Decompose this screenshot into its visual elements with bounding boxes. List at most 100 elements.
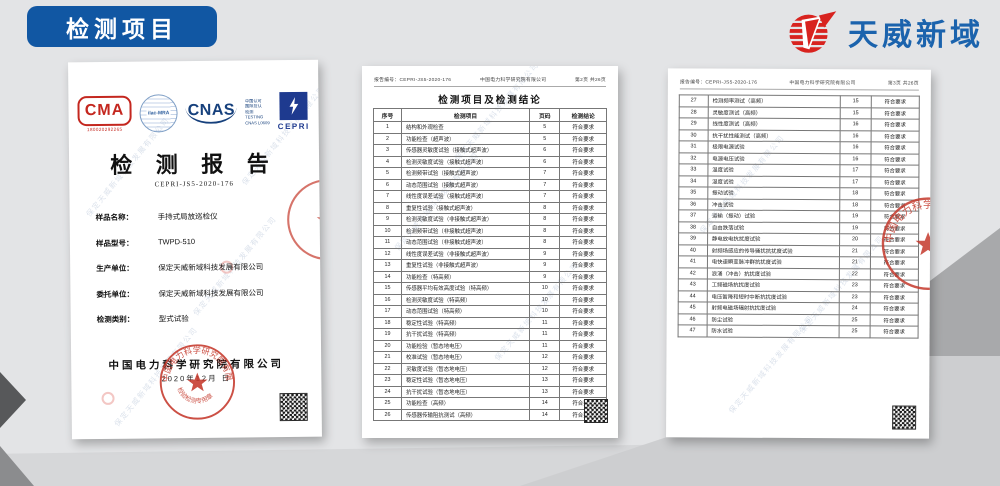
cell-page: 23: [839, 291, 871, 303]
cell-conclusion: 符合要求: [870, 164, 919, 177]
cell-index: 14: [373, 270, 402, 283]
cell-conclusion: 符合要求: [871, 141, 920, 154]
cell-index: 9: [373, 213, 402, 226]
cell-conclusion: 符合要求: [870, 153, 920, 166]
cell-index: 8: [373, 201, 402, 214]
cell-page: 5: [529, 121, 561, 134]
field-value: 手持式局放巡检仪: [157, 211, 218, 222]
cell-conclusion: 符合要求: [870, 314, 919, 327]
cell-conclusion: 符合要求: [559, 155, 607, 168]
cell-page: 16: [839, 153, 872, 165]
cell-page: 11: [529, 339, 561, 352]
cell-item: 振动试验: [707, 187, 840, 200]
table-row: 13 重复性试验（非接触式超声波） 9 符合要求: [373, 259, 607, 272]
col-item: 检测项目: [400, 108, 531, 122]
cell-page: 9: [529, 270, 561, 283]
table-row: 12 线性度误差试验（非接触式超声波） 9 符合要求: [373, 247, 607, 260]
cell-page: 19: [839, 222, 871, 234]
cell-page: 10: [529, 305, 561, 318]
cell-index: 27: [679, 94, 709, 107]
cell-index: 4: [373, 155, 402, 168]
cell-item: 传感器平均有效高度试验（特高频）: [400, 282, 531, 295]
cell-page: 7: [529, 190, 561, 203]
cell-item: 电压暂降和短时中断抗扰度试验: [707, 290, 840, 303]
cell-index: 25: [373, 397, 402, 410]
edge-seal-stamp: [287, 179, 322, 261]
cell-index: 24: [373, 385, 402, 398]
table-row: 23 稳定性试验（暂态地电压） 13 符合要求: [373, 374, 607, 387]
cell-page: 22: [839, 268, 871, 280]
qr-code: [584, 399, 608, 423]
cell-index: 45: [678, 301, 708, 314]
cnas-logo: CNAS: [185, 101, 238, 124]
cell-item: 结构和外观检查: [400, 121, 531, 134]
table-row: 11 动态范围试验（非接触式超声波） 8 符合要求: [373, 236, 607, 249]
cell-conclusion: 符合要求: [870, 291, 919, 304]
cell-page: 7: [529, 167, 561, 180]
report-title: 检 测 报 告: [110, 151, 278, 178]
table-row: 15 传感器平均有效高度试验（特高频） 10 符合要求: [373, 282, 607, 295]
field-row: 生产单位： 保定天威新域科技发展有限公司: [96, 261, 306, 274]
cell-page: 16: [839, 118, 872, 131]
cell-page: 7: [529, 178, 561, 191]
cell-page: 8: [529, 224, 561, 237]
table-row: 21 校准试验（暂态地电压） 12 符合要求: [373, 351, 607, 364]
cell-index: 16: [373, 293, 402, 306]
table-row: 10 检测频带试验（非接触式超声波） 8 符合要求: [373, 224, 607, 237]
cell-item: 自由跌落试验: [707, 221, 840, 234]
cell-item: 稳定性试验（特高频）: [400, 316, 531, 329]
header-page-no: 第3页 共26页: [887, 81, 919, 87]
cell-conclusion: 符合要求: [559, 270, 607, 283]
cma-number: 180020292265: [86, 126, 123, 132]
cell-conclusion: 符合要求: [559, 144, 607, 157]
cell-conclusion: 符合要求: [559, 282, 607, 295]
field-value: 型式试验: [158, 314, 189, 324]
table-row: 9 检测灵敏度试验（非接触式超声波） 8 符合要求: [373, 213, 607, 226]
cell-item: 防水试验: [706, 325, 839, 338]
table-row: 47 防水试验 25 符合要求: [678, 324, 919, 338]
cell-page: 10: [529, 293, 561, 306]
cell-page: 25: [838, 314, 871, 326]
cell-index: 22: [373, 362, 402, 375]
cell-index: 13: [373, 259, 402, 272]
cell-conclusion: 符合要求: [559, 224, 607, 237]
cell-index: 42: [678, 267, 708, 280]
table-row: 4 检测灵敏度试验（接触式超声波） 6 符合要求: [373, 155, 607, 168]
cell-conclusion: 符合要求: [559, 339, 607, 352]
cell-page: 8: [529, 201, 561, 214]
cell-page: 18: [839, 199, 871, 211]
section-title: 检测项目: [66, 15, 178, 42]
field-label: 委托单位：: [96, 289, 135, 299]
cell-page: 12: [529, 351, 561, 364]
col-conclusion: 检测结论: [559, 108, 607, 122]
cell-index: 5: [373, 167, 402, 180]
header-page-no: 第2页 共26页: [575, 78, 606, 83]
cell-page: 14: [529, 408, 561, 421]
cell-index: 18: [373, 316, 402, 329]
table-row: 5 检测频带试验（接触式超声波） 7 符合要求: [373, 167, 607, 180]
field-value: 保定天威新域科技发展有限公司: [158, 262, 264, 273]
cell-conclusion: 符合要求: [559, 236, 607, 249]
cell-item: 灵敏度试验（暂态地电压）: [400, 362, 531, 375]
cell-index: 19: [373, 328, 402, 341]
cell-conclusion: 符合要求: [559, 121, 607, 134]
cell-page: 17: [839, 164, 871, 177]
cell-item: 动态范围试验（非接触式超声波）: [400, 236, 531, 249]
brand-logo: 天威新域: [786, 8, 984, 56]
cell-index: 34: [678, 175, 708, 188]
cell-item: 射频场感应的传导骚扰抗扰度试验: [707, 244, 840, 257]
cell-page: 10: [529, 282, 561, 295]
cnas-caption: 中国认可 国际互认 检测 TESTING CNAS L0609: [244, 98, 270, 126]
cell-index: 44: [678, 290, 708, 303]
cell-page: 25: [838, 325, 871, 338]
cell-conclusion: 符合要求: [870, 176, 919, 189]
cell-item: 工频磁场抗扰度试验: [707, 279, 840, 292]
cell-item: 运输（振动）试验: [707, 210, 840, 223]
cell-conclusion: 符合要求: [871, 118, 920, 131]
lightning-icon: [279, 91, 308, 121]
header-report-no: 报告编号：CEPRI-JS5-2020-176: [679, 80, 758, 86]
cell-index: 15: [373, 282, 402, 295]
table-row: 7 线性度误差试验（接触式超声波） 7 符合要求: [373, 190, 607, 203]
field-label: 检测类别：: [96, 314, 135, 325]
